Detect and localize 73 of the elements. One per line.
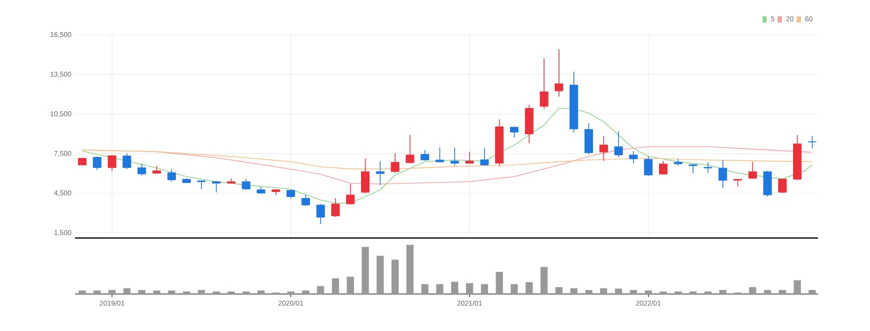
- bar: [376, 256, 384, 294]
- bar: [257, 290, 265, 294]
- bar: [749, 287, 756, 294]
- bar: [451, 282, 458, 294]
- bar: [94, 290, 101, 294]
- candlestick: [584, 122, 594, 155]
- bar: [540, 266, 548, 294]
- bar: [794, 280, 801, 294]
- candlestick: [748, 161, 757, 180]
- candlestick: [331, 198, 340, 218]
- bar: [198, 290, 205, 294]
- bar: [406, 244, 414, 294]
- bar: [778, 290, 786, 294]
- bar: [585, 290, 592, 294]
- candlestick: [599, 136, 608, 162]
- bar: [510, 284, 518, 294]
- bar: [168, 290, 176, 294]
- bar: [808, 290, 816, 294]
- candlestick: [644, 156, 653, 176]
- bar: [332, 278, 340, 294]
- candlestick: [808, 136, 816, 149]
- bar: [555, 287, 563, 294]
- candlestick: [480, 148, 489, 166]
- bar: [108, 290, 116, 294]
- bar: [614, 288, 622, 294]
- bar: [317, 286, 324, 294]
- candlestick: [108, 154, 116, 172]
- bar: [421, 284, 428, 294]
- bar: [362, 246, 369, 294]
- bar: [719, 290, 726, 294]
- bar: [436, 284, 444, 294]
- bar: [346, 276, 354, 294]
- candlestick: [658, 160, 668, 176]
- bar: [630, 290, 638, 294]
- bar: [764, 290, 772, 294]
- candlestick: [346, 184, 355, 205]
- candlestick: [688, 164, 698, 174]
- bar: [153, 290, 160, 294]
- candlestick: [212, 180, 221, 193]
- candlestick: [778, 178, 787, 194]
- bar: [644, 290, 652, 294]
- bar: [496, 272, 503, 294]
- candlestick: [436, 146, 444, 163]
- candlestick: [301, 194, 310, 206]
- candlestick: [629, 150, 638, 164]
- candlestick: [718, 160, 728, 189]
- bar: [466, 283, 474, 294]
- candlestick: [406, 134, 414, 164]
- bar: [78, 290, 86, 294]
- candlestick: [92, 156, 102, 170]
- bar: [138, 290, 146, 294]
- candlestick: [167, 168, 176, 182]
- candlestick: [122, 152, 132, 170]
- bar: [392, 260, 399, 294]
- bar: [480, 284, 488, 294]
- candlestick: [510, 126, 519, 138]
- candlestick: [554, 48, 564, 98]
- candlestick: [316, 204, 325, 224]
- candlestick: [614, 130, 623, 158]
- candlestick: [450, 147, 459, 166]
- bar: [526, 282, 533, 294]
- candlestick: [376, 160, 384, 186]
- candlestick: [465, 151, 474, 164]
- candlestick: [763, 170, 772, 198]
- candlestick: [197, 180, 206, 190]
- bar: [570, 288, 578, 294]
- candlestick: [540, 58, 548, 110]
- bar: [600, 288, 608, 294]
- bar: [302, 290, 310, 294]
- candlestick: [138, 163, 146, 176]
- candlestick: [390, 152, 400, 174]
- candlestick: [361, 158, 370, 194]
- candlestick: [704, 162, 712, 174]
